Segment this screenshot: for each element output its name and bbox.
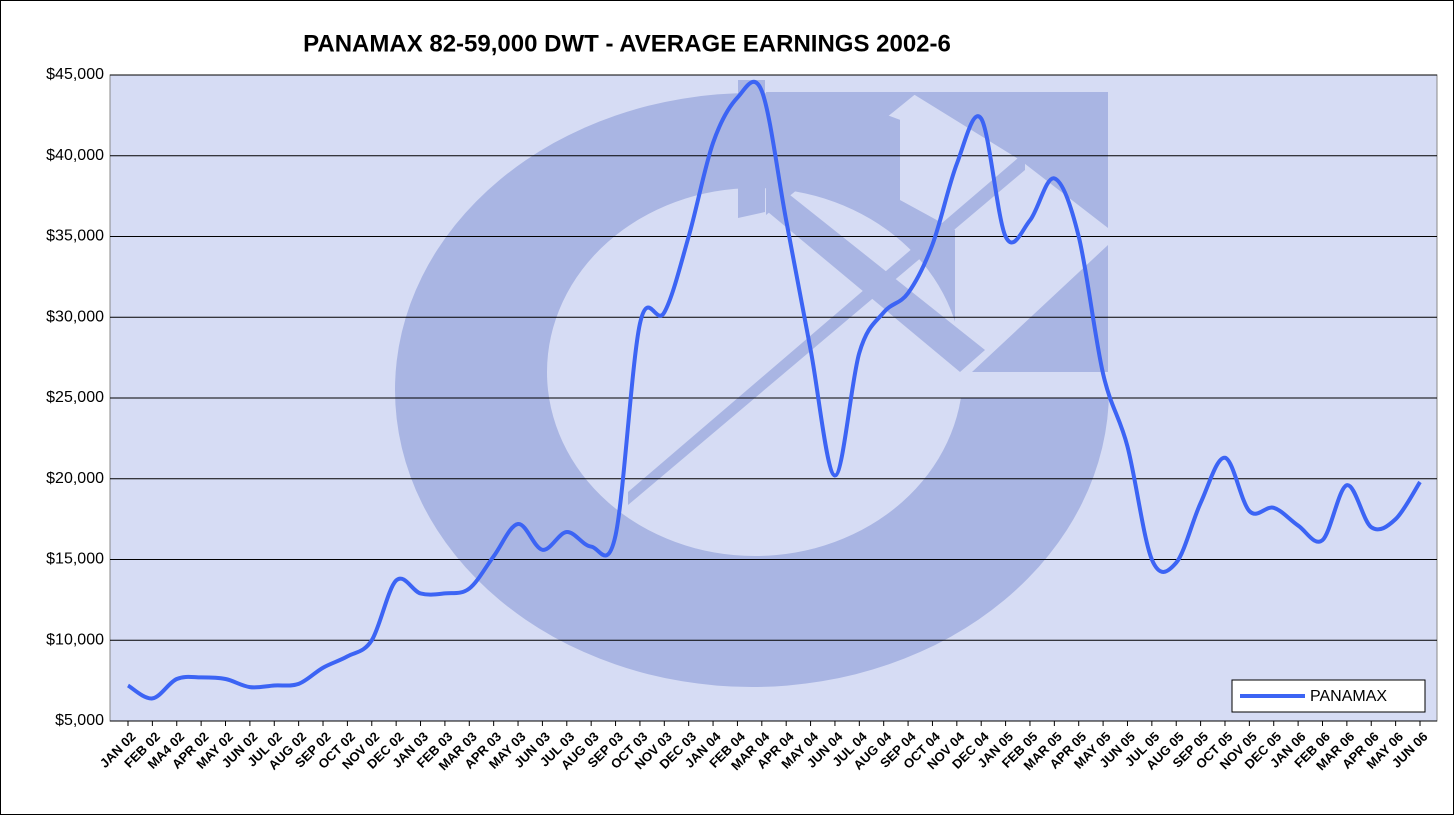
y-tick-label: $35,000 — [46, 228, 104, 245]
y-tick-label: $25,000 — [46, 389, 104, 406]
y-tick-label: $40,000 — [46, 147, 104, 164]
chart-title: PANAMAX 82-59,000 DWT - AVERAGE EARNINGS… — [303, 30, 951, 57]
y-tick-label: $30,000 — [46, 308, 104, 325]
y-tick-label: $10,000 — [46, 631, 104, 648]
data-line — [126, 79, 1422, 701]
y-tick-label: $15,000 — [46, 551, 104, 568]
legend: PANAMAX — [1231, 679, 1426, 713]
y-tick-label: $5,000 — [55, 712, 104, 729]
y-tick-label: $45,000 — [46, 66, 104, 83]
y-tick-label: $20,000 — [46, 470, 104, 487]
legend-label: PANAMAX — [1310, 688, 1387, 705]
